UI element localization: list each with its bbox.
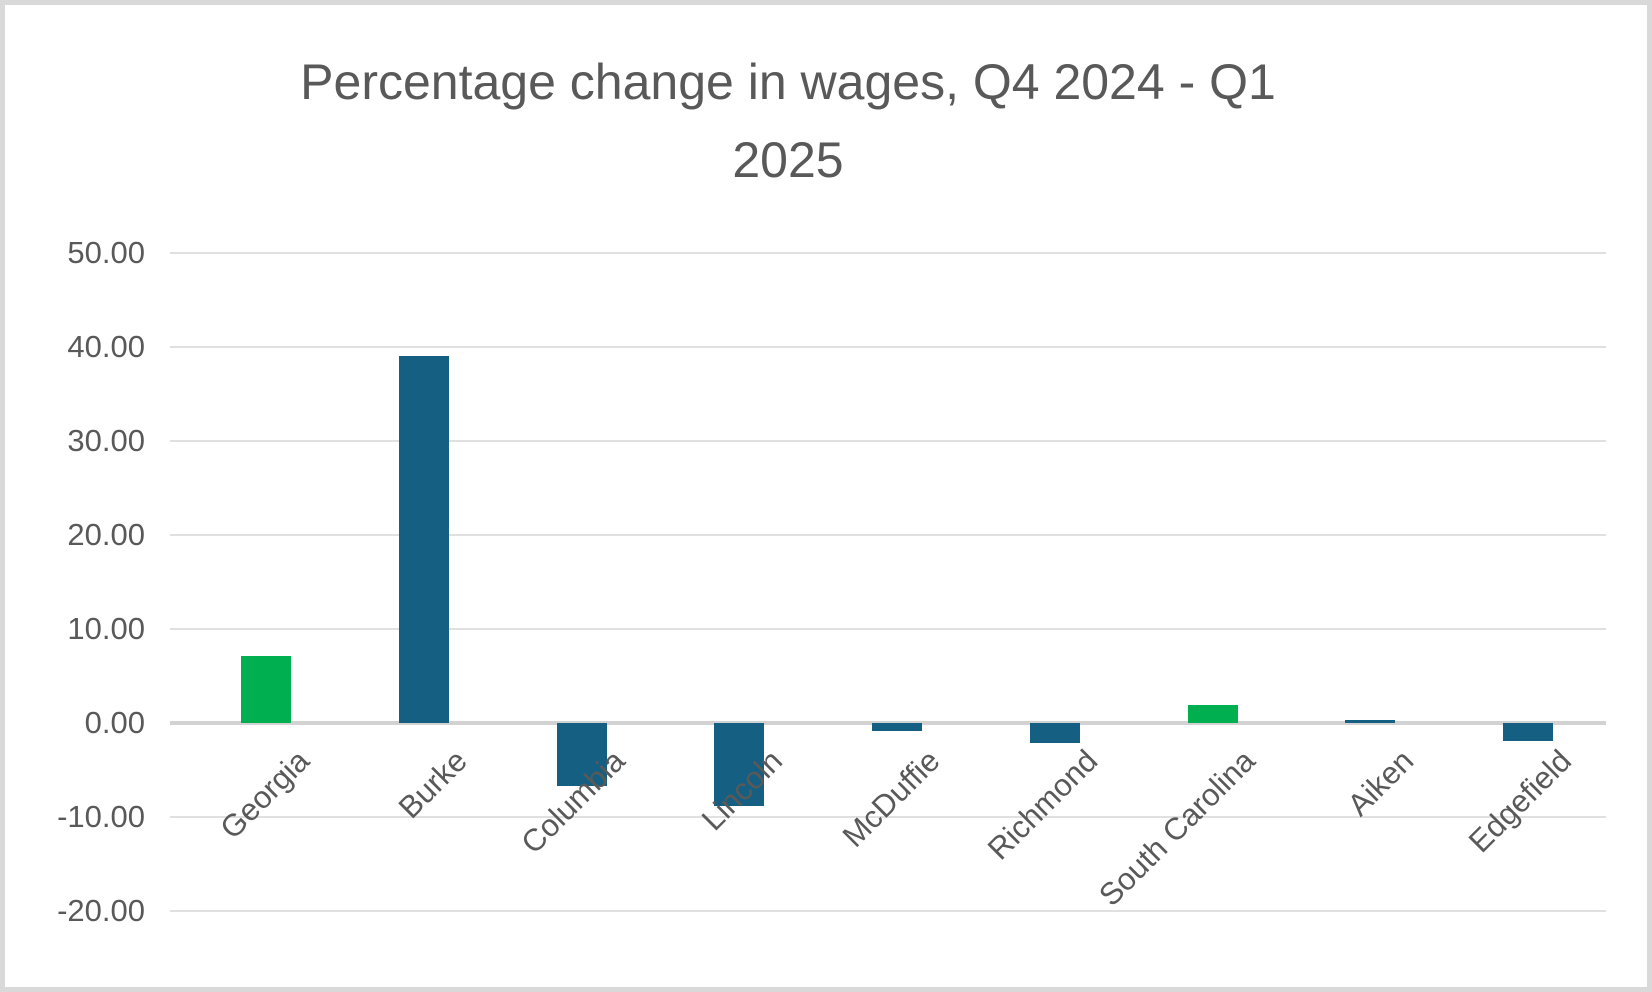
- y-tick-label-40: 40.00: [67, 329, 145, 364]
- bar-aiken: [1345, 720, 1396, 723]
- gridline-y--10: [170, 816, 1606, 818]
- bar-lincoln: [714, 723, 765, 806]
- gridline-y-30: [170, 440, 1606, 442]
- x-category-label-georgia: Georgia: [213, 743, 316, 846]
- bar-south-carolina: [1187, 705, 1238, 723]
- y-tick-label-20: 20.00: [67, 517, 145, 552]
- bar-burke: [398, 356, 449, 723]
- gridline-y--20: [170, 910, 1606, 912]
- bar-georgia: [241, 656, 291, 723]
- chart-title-line-1: Percentage change in wages, Q4 2024 - Q1: [300, 54, 1276, 110]
- y-tick-label-10: 10.00: [67, 611, 145, 646]
- gridline-y-10: [170, 628, 1606, 630]
- x-category-label-burke: Burke: [391, 743, 474, 826]
- bar-richmond: [1029, 723, 1080, 743]
- y-tick-label-0: 0.00: [84, 705, 145, 740]
- gridline-y-20: [170, 534, 1606, 536]
- y-tick-label--20: -20.00: [57, 893, 145, 928]
- y-tick-label-50: 50.00: [67, 235, 145, 270]
- gridline-y-50: [170, 252, 1606, 254]
- gridline-y-40: [170, 346, 1606, 348]
- y-tick-label-30: 30.00: [67, 423, 145, 458]
- bar-columbia: [556, 723, 607, 786]
- bar-edgefield: [1503, 723, 1553, 741]
- x-category-label-south-carolina: South Carolina: [1092, 743, 1263, 913]
- bar-mcduffie: [872, 723, 922, 732]
- x-category-label-richmond: Richmond: [981, 743, 1105, 867]
- x-category-label-aiken: Aiken: [1340, 743, 1420, 823]
- x-category-label-mcduffie: McDuffie: [835, 743, 947, 854]
- chart-title: Percentage change in wages, Q4 2024 - Q1…: [5, 43, 1571, 199]
- x-category-label-edgefield: Edgefield: [1461, 743, 1578, 860]
- y-tick-label--10: -10.00: [57, 799, 145, 834]
- chart-title-line-2: 2025: [732, 132, 844, 188]
